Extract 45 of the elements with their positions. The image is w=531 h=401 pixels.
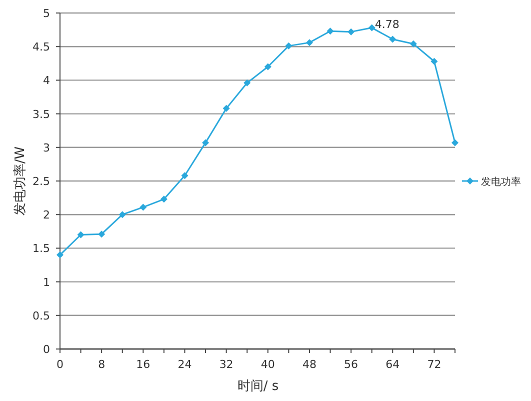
point xyxy=(264,63,272,70)
y-tick-label: 5 xyxy=(43,7,50,20)
point xyxy=(222,104,230,112)
point xyxy=(410,40,417,48)
y-tick-label: 2.5 xyxy=(32,175,50,188)
point xyxy=(56,251,64,258)
x-tick-label: 32 xyxy=(219,358,234,371)
point xyxy=(98,230,106,238)
x-tick-label: 48 xyxy=(302,358,316,371)
y-tick-label: 4.5 xyxy=(32,40,50,54)
x-tick-label: 8 xyxy=(98,358,106,371)
point xyxy=(430,58,438,65)
point xyxy=(285,42,292,50)
point xyxy=(368,24,376,32)
x-tick-label: 24 xyxy=(178,358,192,371)
y-tick-label: 1.5 xyxy=(32,242,50,256)
point xyxy=(306,39,313,46)
x-tick-label: 72 xyxy=(427,358,442,371)
point xyxy=(202,139,210,146)
x-axis-title: 时间/ s xyxy=(237,379,279,394)
point xyxy=(140,204,147,211)
point xyxy=(244,79,251,86)
point xyxy=(452,139,458,146)
annotation: 4.78 xyxy=(374,18,400,31)
point xyxy=(118,211,126,218)
x-tick-label: 40 xyxy=(260,358,275,371)
y-tick-label: 3 xyxy=(43,141,50,154)
point xyxy=(77,231,84,238)
legend-label: 发电功率 xyxy=(481,176,521,188)
x-tick-label: 56 xyxy=(344,358,358,371)
point xyxy=(389,36,396,43)
point xyxy=(160,196,168,203)
point xyxy=(326,28,334,35)
x-tick-label: 0 xyxy=(56,358,64,371)
y-tick-label: 2 xyxy=(43,208,50,222)
x-tick-label: 16 xyxy=(136,358,150,371)
y-axis-title: 发电功率/W xyxy=(12,146,28,216)
y-tick-label: 3.5 xyxy=(32,108,50,121)
y-tick-label: 0.5 xyxy=(32,309,50,322)
y-tick-label: 1 xyxy=(43,276,50,289)
y-tick-label: 0 xyxy=(43,343,50,356)
y-tick-label: 4 xyxy=(43,74,50,88)
point xyxy=(348,28,355,36)
point xyxy=(181,172,188,180)
x-tick-label: 64 xyxy=(386,358,400,371)
